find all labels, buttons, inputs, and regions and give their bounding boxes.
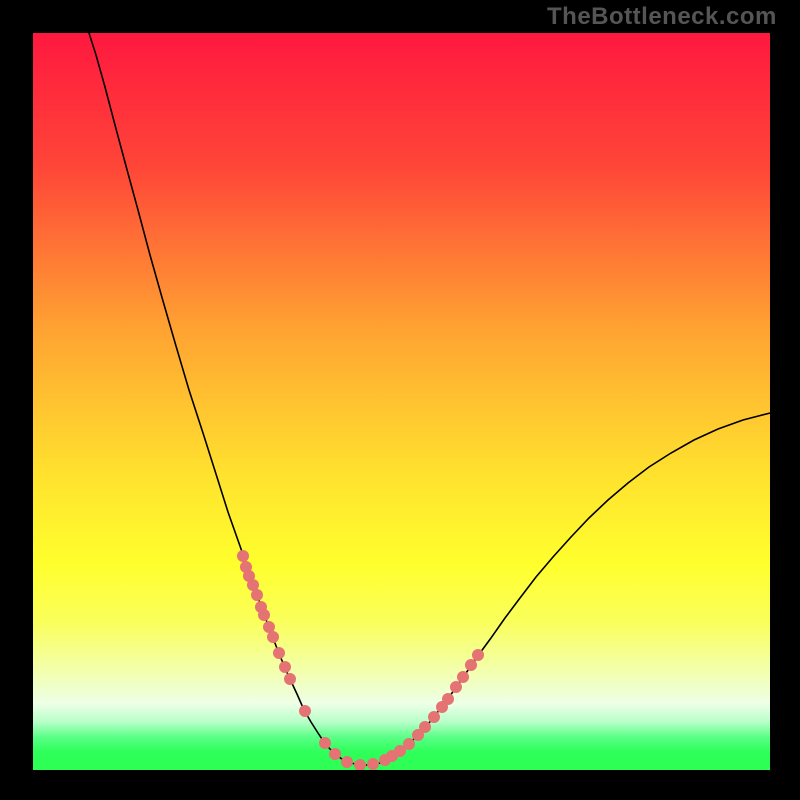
curve-marker (473, 650, 484, 661)
curve-marker (395, 746, 406, 757)
curve-marker (280, 662, 291, 673)
plot-svg (33, 33, 770, 770)
curve-marker (330, 749, 341, 760)
curve-marker (264, 622, 275, 633)
curve-marker (248, 580, 259, 591)
curve-marker (404, 739, 415, 750)
curve-marker (268, 632, 279, 643)
curve-marker (285, 674, 296, 685)
gradient-background (33, 33, 770, 770)
curve-marker (466, 660, 477, 671)
curve-marker (274, 648, 285, 659)
curve-marker (355, 760, 366, 771)
curve-marker (259, 610, 270, 621)
curve-marker (451, 682, 462, 693)
plot-area (33, 33, 770, 770)
curve-marker (320, 738, 331, 749)
curve-marker (252, 590, 263, 601)
curve-marker (300, 706, 311, 717)
curve-marker (368, 759, 379, 770)
watermark-text: TheBottleneck.com (547, 3, 777, 31)
curve-marker (420, 722, 431, 733)
curve-marker (429, 712, 440, 723)
curve-marker (458, 672, 469, 683)
curve-marker (443, 694, 454, 705)
curve-marker (238, 551, 249, 562)
curve-marker (342, 757, 353, 768)
chart-container: TheBottleneck.com (0, 0, 800, 800)
